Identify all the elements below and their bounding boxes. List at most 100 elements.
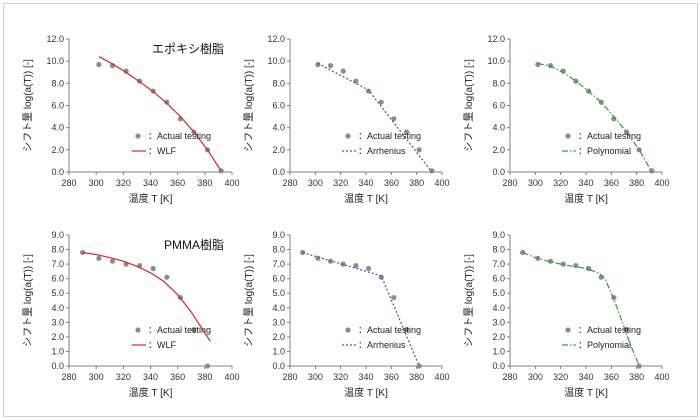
y-tick-label: 3.0 [51,317,64,327]
y-axis-label: シフト量 log(a(T)) [-] [463,59,475,152]
x-tick-label: 400 [224,372,239,382]
data-point [365,88,372,94]
data-point [204,363,211,369]
legend-label-actual: ：Actual testing [358,131,421,141]
x-tick-label: 320 [553,178,568,188]
y-tick-label: 4.0 [492,303,505,313]
data-point [96,61,102,68]
y-tick-label: 1.0 [272,346,285,356]
x-axis-label: 温度 T [K] [344,192,388,205]
y-tick-label: 1.0 [492,346,505,356]
x-tick-label: 340 [143,372,158,382]
y-tick-label: 10.0 [267,56,285,66]
y-tick-label: 8.0 [272,245,285,255]
y-tick-label: 8.0 [272,78,285,88]
legend-marker-actual [345,327,351,333]
legend-label-model: ：Polynomial [578,340,631,350]
y-tick-label: 6.0 [272,274,285,284]
data-point [391,116,397,122]
y-tick-label: 4.0 [272,123,285,133]
y-tick-label: 2.0 [51,145,64,155]
data-point [573,262,579,269]
x-axis-label: 温度 T [K] [564,192,608,205]
model-line [82,251,211,342]
x-tick-label: 400 [654,372,669,382]
y-tick-label: 6.0 [51,101,64,111]
y-tick-label: 9.0 [492,230,505,240]
x-tick-label: 300 [89,372,104,382]
x-tick-label: 320 [333,178,348,188]
x-tick-label: 340 [578,372,593,382]
x-tick-label: 300 [528,178,543,188]
chart-panel-6: 0.0 1.0 2.0 3.0 4.0 5.0 6.0 7.0 8.0 9.0 280 300 320 3… [463,230,670,399]
data-point [109,258,116,264]
chart-title: エポキシ樹脂 [152,41,224,56]
data-point [547,258,554,264]
data-point [429,168,435,174]
legend-label-model: ：Arrhenius [358,340,406,350]
y-axis-label: シフト量 log(a(T)) [-] [243,59,255,152]
data-point [79,249,86,256]
x-tick-label: 380 [197,178,212,188]
data-point [191,327,197,333]
data-point [164,99,170,105]
y-tick-label: 6.0 [492,101,505,111]
data-point [378,99,384,105]
x-tick-label: 280 [502,178,517,188]
data-point [300,249,306,256]
legend-label-actual: ：Actual testing [148,325,211,335]
data-point [649,168,655,174]
x-tick-label: 320 [116,178,131,188]
chart-panel-2: 0.0 2.0 4.0 6.0 8.0 10.0 12.0 280 300 320 340 360 38… [243,34,450,205]
y-tick-label: 0.0 [272,361,285,371]
y-tick-label: 7.0 [492,259,505,269]
y-tick-label: 3.0 [492,317,505,327]
y-tick-label: 2.0 [492,145,505,155]
y-tick-label: 8.0 [51,78,64,88]
x-tick-label: 380 [629,372,644,382]
x-tick-label: 360 [604,178,619,188]
data-point [416,363,422,369]
x-tick-label: 280 [282,178,297,188]
data-point [520,249,526,256]
data-point [365,265,372,272]
figure-frame: 0.0 2.0 4.0 6.0 8.0 10.0 12.0 280 300 320 340 360 38… [3,3,698,417]
chart-panel-4: 0.0 1.0 2.0 3.0 4.0 5.0 6.0 7.0 8.0 9.0 280 300 320 3… [22,230,240,399]
y-tick-label: 4.0 [51,303,64,313]
x-tick-label: 400 [654,178,669,188]
y-tick-label: 10.0 [487,56,505,66]
legend-label-model: ：WLF [148,340,177,350]
data-point [123,68,129,74]
x-tick-label: 360 [604,372,619,382]
data-point [164,274,170,280]
legend-label-model: ：Polynomial [578,146,631,156]
x-tick-label: 280 [61,372,76,382]
y-tick-label: 12.0 [487,34,505,44]
x-axis-label: 温度 T [K] [564,386,608,399]
y-tick-label: 7.0 [272,259,285,269]
chart-grid-svg: 0.0 2.0 4.0 6.0 8.0 10.0 12.0 280 300 320 340 360 38… [22,34,670,399]
y-axis-label: シフト量 log(a(T)) [-] [22,254,34,347]
x-tick-label: 380 [197,372,212,382]
model-line [302,251,420,367]
y-tick-label: 8.0 [492,245,505,255]
y-tick-label: 2.0 [272,145,285,155]
y-axis-label: シフト量 log(a(T)) [-] [463,254,475,347]
x-tick-label: 360 [170,178,185,188]
y-tick-label: 0.0 [492,167,505,177]
y-axis-label: シフト量 log(a(T)) [-] [22,59,34,152]
x-tick-label: 380 [409,372,424,382]
y-tick-label: 3.0 [272,317,285,327]
data-point [315,61,321,68]
chart-title: PMMA樹脂 [164,237,224,252]
y-tick-label: 0.0 [492,361,505,371]
legend-marker-actual [135,133,141,139]
x-tick-label: 340 [358,178,373,188]
data-point [636,147,642,153]
y-tick-label: 12.0 [46,34,64,44]
legend-marker-actual [565,327,571,333]
legend-label-actual: ：Actual testing [578,325,641,335]
legend-marker-actual [135,327,141,333]
y-tick-label: 8.0 [492,78,505,88]
x-tick-label: 360 [384,178,399,188]
